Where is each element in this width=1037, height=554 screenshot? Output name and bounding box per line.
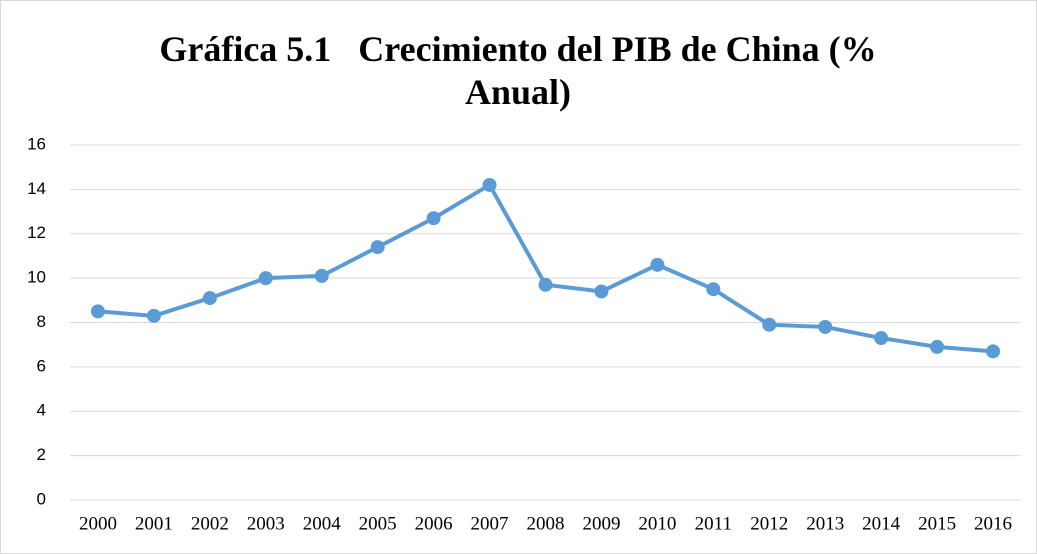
y-tick-label: 16: [27, 134, 46, 153]
marker: [818, 319, 833, 334]
y-tick-label: 14: [27, 179, 46, 198]
x-tick-label: 2014: [862, 513, 901, 534]
marker: [482, 177, 497, 192]
x-tick-label: 2008: [527, 513, 565, 534]
x-tick-label: 2000: [79, 513, 117, 534]
x-tick-label: 2009: [582, 513, 620, 534]
x-tick-label: 2005: [359, 513, 397, 534]
y-tick-label: 2: [37, 445, 46, 464]
x-tick-label: 2012: [750, 513, 788, 534]
x-tick-label: 2002: [191, 513, 229, 534]
y-tick-label: 4: [37, 401, 46, 420]
x-tick-label: 2003: [247, 513, 285, 534]
marker: [650, 257, 665, 272]
marker: [930, 339, 945, 354]
x-tick-label: 2011: [695, 513, 732, 534]
marker: [370, 240, 385, 255]
x-tick-label: 2010: [638, 513, 676, 534]
marker: [90, 304, 105, 319]
y-tick-label: 0: [37, 489, 46, 508]
marker: [202, 291, 217, 306]
y-tick-label: 10: [27, 268, 46, 287]
x-tick-label: 2015: [918, 513, 956, 534]
x-tick-label: 2001: [135, 513, 173, 534]
marker: [874, 331, 889, 346]
x-tick-label: 2016: [974, 513, 1012, 534]
marker: [146, 308, 161, 323]
marker: [258, 271, 273, 286]
y-tick-label: 6: [37, 356, 46, 375]
x-tick-label: 2007: [471, 513, 509, 534]
marker: [986, 344, 1001, 359]
y-tick-label: 8: [37, 312, 46, 331]
marker: [538, 277, 553, 292]
x-tick-label: 2006: [415, 513, 453, 534]
marker: [594, 284, 609, 299]
marker: [706, 282, 721, 297]
marker: [314, 268, 329, 283]
x-tick-label: 2013: [806, 513, 844, 534]
chart-title: Gráfica 5.1 Crecimiento del PIB de China…: [159, 29, 884, 112]
x-tick-label: 2004: [303, 513, 342, 534]
marker: [762, 317, 777, 332]
marker: [426, 211, 441, 226]
y-tick-label: 12: [27, 223, 46, 242]
